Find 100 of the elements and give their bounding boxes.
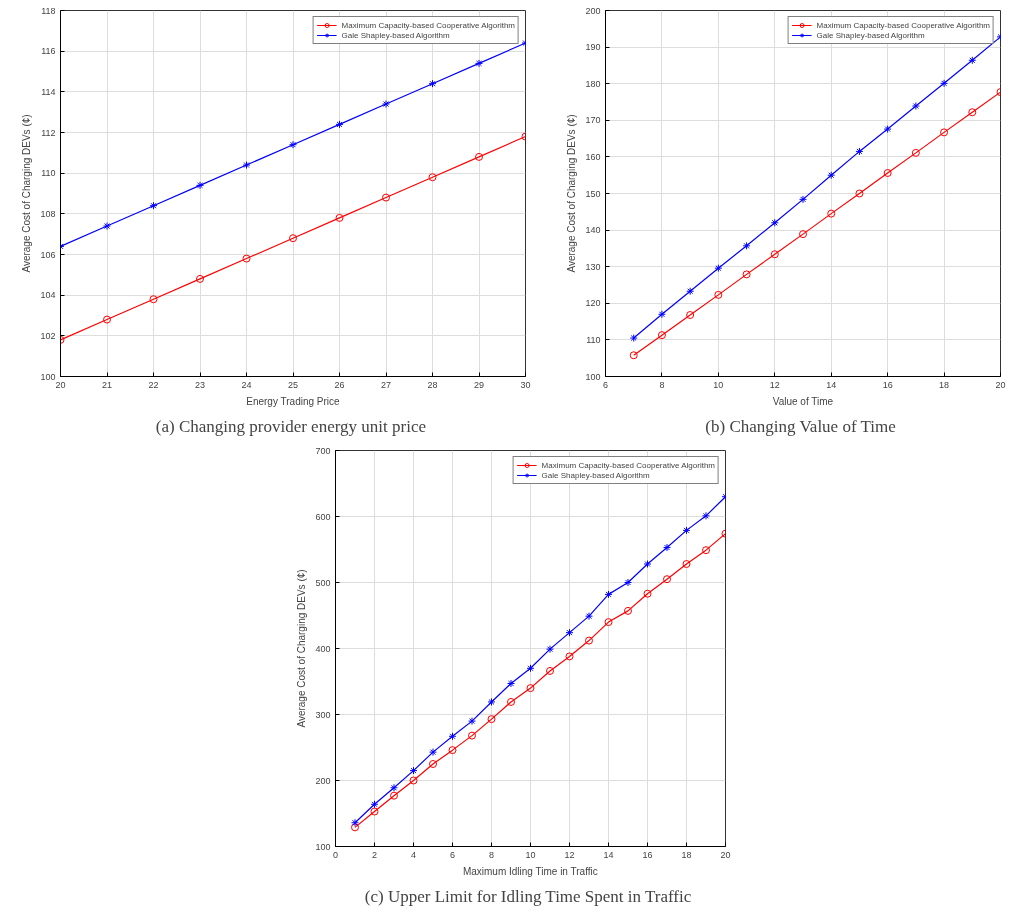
point xyxy=(546,645,554,654)
y-tick-label: 106 xyxy=(40,249,56,260)
point xyxy=(103,222,111,231)
point xyxy=(475,59,483,68)
point xyxy=(382,100,390,109)
point xyxy=(883,169,892,177)
point xyxy=(911,102,920,111)
point xyxy=(940,79,949,88)
point xyxy=(604,590,613,599)
x-tick-label: 18 xyxy=(681,849,692,860)
x-tick-label: 10 xyxy=(525,849,536,860)
point xyxy=(507,679,515,688)
y-tick-label: 110 xyxy=(586,334,601,345)
point xyxy=(657,310,666,319)
x-tick-label: 23 xyxy=(194,379,206,390)
x-tick-label: 0 xyxy=(333,849,339,860)
point xyxy=(585,612,593,621)
point xyxy=(526,664,535,673)
x-tick-label: 2 xyxy=(372,849,378,860)
point xyxy=(390,791,398,800)
point xyxy=(409,766,418,775)
point xyxy=(742,241,751,250)
x-tick-label: 28 xyxy=(427,379,438,390)
point xyxy=(370,807,379,816)
y-tick-label: 600 xyxy=(315,511,331,522)
point xyxy=(429,760,437,768)
point xyxy=(507,697,515,706)
x-tick-label: 26 xyxy=(334,379,345,390)
point xyxy=(714,264,723,273)
point xyxy=(702,546,710,555)
y-tick-label: 102 xyxy=(40,330,56,341)
point xyxy=(770,218,779,227)
y-tick-label: 108 xyxy=(40,208,56,219)
x-axis-title: Value of Time xyxy=(772,395,834,407)
y-tick-label: 300 xyxy=(315,709,331,720)
point xyxy=(968,108,977,117)
point xyxy=(565,628,574,637)
point xyxy=(487,715,496,724)
y-tick-label: 116 xyxy=(41,46,56,57)
y-tick-label: 160 xyxy=(585,151,601,162)
x-tick-label: 25 xyxy=(287,379,299,390)
x-tick-label: 22 xyxy=(148,379,159,390)
point xyxy=(351,823,359,832)
point xyxy=(702,511,710,520)
y-axis-title: Average Cost of Charging DEVs (¢) xyxy=(566,114,578,273)
x-tick-label: 14 xyxy=(826,379,837,390)
legend-label: Maximum Capacity-based Cooperative Algorithm xyxy=(816,20,990,30)
point xyxy=(682,526,691,535)
legend-label: Maximum Capacity-based Cooperative Algorithm xyxy=(541,460,715,470)
x-tick-label: 10 xyxy=(713,379,724,390)
x-tick-label: 6 xyxy=(603,379,609,390)
x-tick-label: 4 xyxy=(411,849,417,860)
text: (a) Changing provider energy unit price xyxy=(155,416,426,436)
point xyxy=(883,125,892,134)
point xyxy=(643,560,652,569)
text: (c) Upper Limit for Idling Time Spent in Traffic xyxy=(364,886,692,906)
point xyxy=(468,731,476,740)
point xyxy=(911,148,920,157)
x-tick-label: 30 xyxy=(520,379,531,390)
point xyxy=(827,171,836,180)
x-tick-label: 16 xyxy=(642,849,653,860)
legend-label: Gale Shapley-based Algorithm xyxy=(341,30,450,40)
point xyxy=(448,746,457,755)
point xyxy=(643,589,652,598)
point xyxy=(770,250,779,259)
point xyxy=(382,193,390,202)
point xyxy=(629,351,638,360)
point xyxy=(409,776,418,785)
y-tick-label: 170 xyxy=(585,115,601,126)
point xyxy=(629,334,638,343)
point xyxy=(335,213,344,222)
x-tick-label: 27 xyxy=(380,379,392,390)
point xyxy=(103,315,111,324)
point xyxy=(799,230,807,239)
point xyxy=(242,161,251,170)
point xyxy=(526,684,535,693)
point xyxy=(289,140,297,149)
point xyxy=(487,697,496,706)
x-tick-label: 8 xyxy=(489,849,495,860)
legend-label: Maximum Capacity-based Cooperative Algorithm xyxy=(341,20,515,30)
point xyxy=(604,618,613,627)
legend-label: Gale Shapley-based Algorithm xyxy=(816,30,925,40)
point xyxy=(714,290,723,299)
point xyxy=(242,254,251,263)
y-axis-title: Average Cost of Charging DEVs (¢) xyxy=(296,569,308,728)
point xyxy=(657,331,666,340)
x-tick-label: 14 xyxy=(603,849,614,860)
point xyxy=(428,173,437,182)
y-tick-label: 114 xyxy=(41,86,56,97)
y-tick-label: 100 xyxy=(315,841,331,852)
y-tick-label: 200 xyxy=(315,775,331,786)
legend-label: Gale Shapley-based Algorithm xyxy=(541,470,650,480)
y-tick-label: 400 xyxy=(315,643,331,654)
point xyxy=(546,666,554,675)
y-tick-label: 140 xyxy=(585,225,601,236)
y-tick-label: 180 xyxy=(585,78,601,89)
point xyxy=(428,79,437,88)
y-tick-label: 130 xyxy=(585,261,601,272)
x-tick-label: 20 xyxy=(720,849,731,860)
point xyxy=(196,274,204,283)
